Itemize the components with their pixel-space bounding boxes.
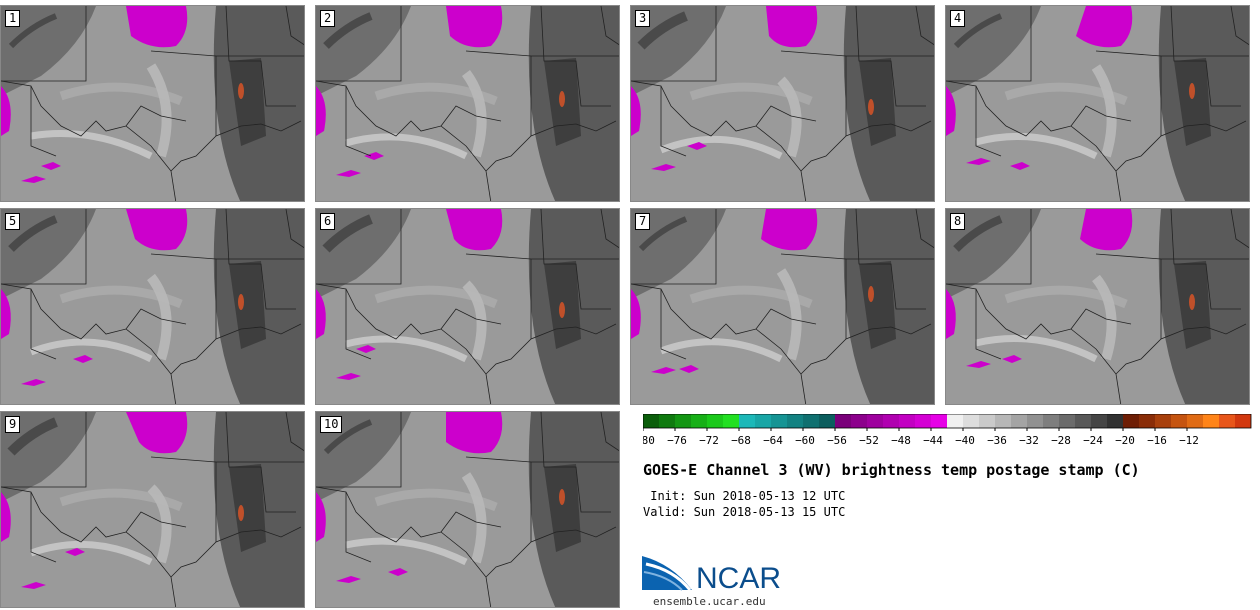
panel-label: 6 bbox=[320, 213, 336, 230]
colorbar-tick-label: −32 bbox=[1019, 434, 1039, 447]
colorbar-swatch bbox=[739, 414, 755, 428]
colorbar-swatch bbox=[723, 414, 739, 428]
colorbar-swatch bbox=[819, 414, 835, 428]
colorbar-swatch bbox=[659, 414, 675, 428]
colorbar-swatch bbox=[755, 414, 771, 428]
colorbar: −80−76−72−68−64−60−56−52−48−44−40−36−32−… bbox=[643, 414, 1252, 447]
colorbar-swatch bbox=[883, 414, 899, 428]
colorbar-tick-label: −44 bbox=[923, 434, 943, 447]
colorbar-swatch bbox=[691, 414, 707, 428]
colorbar-swatch bbox=[931, 414, 947, 428]
colorbar-swatch bbox=[707, 414, 723, 428]
map-image bbox=[631, 6, 934, 201]
colorbar-swatch bbox=[899, 414, 915, 428]
colorbar-swatch bbox=[1107, 414, 1123, 428]
figure-title: GOES-E Channel 3 (WV) brightness temp po… bbox=[643, 461, 1140, 479]
colorbar-swatch bbox=[835, 414, 851, 428]
valid-time: Valid: Sun 2018-05-13 15 UTC bbox=[643, 505, 846, 519]
colorbar-swatch bbox=[1171, 414, 1187, 428]
colorbar-swatch bbox=[1203, 414, 1219, 428]
colorbar-tick-label: −72 bbox=[699, 434, 719, 447]
map-panel-7: 7 bbox=[630, 208, 935, 405]
map-image bbox=[946, 209, 1249, 404]
panel-label: 10 bbox=[320, 416, 343, 433]
panel-label: 3 bbox=[635, 10, 651, 27]
colorbar-tick-label: −12 bbox=[1179, 434, 1199, 447]
map-panel-6: 6 bbox=[315, 208, 620, 405]
map-image bbox=[316, 6, 619, 201]
colorbar-swatch bbox=[1235, 414, 1251, 428]
panel-label: 9 bbox=[5, 416, 21, 433]
colorbar-swatch bbox=[867, 414, 883, 428]
colorbar-swatch bbox=[643, 414, 659, 428]
colorbar-swatch bbox=[947, 414, 963, 428]
colorbar-swatch bbox=[1011, 414, 1027, 428]
panel-label: 4 bbox=[950, 10, 966, 27]
colorbar-swatch bbox=[803, 414, 819, 428]
map-panel-1: 1 bbox=[0, 5, 305, 202]
panel-label: 2 bbox=[320, 10, 336, 27]
colorbar-swatch bbox=[995, 414, 1011, 428]
colorbar-swatch bbox=[979, 414, 995, 428]
colorbar-swatch bbox=[1043, 414, 1059, 428]
map-image bbox=[316, 209, 619, 404]
init-time: Init: Sun 2018-05-13 12 UTC bbox=[643, 489, 846, 503]
colorbar-tick-label: −48 bbox=[891, 434, 911, 447]
map-panel-5: 5 bbox=[0, 208, 305, 405]
ncar-logo-text: NCAR bbox=[696, 562, 781, 594]
map-panel-9: 9 bbox=[0, 411, 305, 608]
colorbar-swatch bbox=[963, 414, 979, 428]
map-image bbox=[946, 6, 1249, 201]
colorbar-tick-label: −20 bbox=[1115, 434, 1135, 447]
colorbar-swatch bbox=[1091, 414, 1107, 428]
panel-label: 8 bbox=[950, 213, 966, 230]
map-image bbox=[631, 209, 934, 404]
colorbar-swatch bbox=[1219, 414, 1235, 428]
colorbar-tick-label: −60 bbox=[795, 434, 815, 447]
ncar-logo: NCAR bbox=[642, 552, 792, 598]
colorbar-tick-label: −80 bbox=[643, 434, 655, 447]
logo-url: ensemble.ucar.edu bbox=[653, 595, 766, 608]
colorbar-tick-label: −76 bbox=[667, 434, 687, 447]
colorbar-swatch bbox=[675, 414, 691, 428]
colorbar-swatch bbox=[1059, 414, 1075, 428]
colorbar-swatch bbox=[851, 414, 867, 428]
ncar-logo-graphic: NCAR bbox=[642, 556, 781, 595]
colorbar-tick-label: −36 bbox=[987, 434, 1007, 447]
map-image bbox=[1, 6, 304, 201]
colorbar-tick-label: −28 bbox=[1051, 434, 1071, 447]
colorbar-swatch bbox=[1187, 414, 1203, 428]
map-image bbox=[1, 209, 304, 404]
colorbar-tick-label: −24 bbox=[1083, 434, 1103, 447]
colorbar-swatch bbox=[1075, 414, 1091, 428]
colorbar-swatch bbox=[1123, 414, 1139, 428]
colorbar-tick-label: −16 bbox=[1147, 434, 1167, 447]
map-image bbox=[1, 412, 304, 607]
colorbar-tick-label: −64 bbox=[763, 434, 783, 447]
colorbar-tick-label: −56 bbox=[827, 434, 847, 447]
colorbar-swatch bbox=[915, 414, 931, 428]
map-panel-2: 2 bbox=[315, 5, 620, 202]
colorbar-swatch bbox=[1155, 414, 1171, 428]
map-panel-3: 3 bbox=[630, 5, 935, 202]
panel-label: 5 bbox=[5, 213, 21, 230]
colorbar-swatch bbox=[771, 414, 787, 428]
colorbar-swatch bbox=[1139, 414, 1155, 428]
colorbar-swatch bbox=[787, 414, 803, 428]
colorbar-tick-label: −52 bbox=[859, 434, 879, 447]
map-panel-8: 8 bbox=[945, 208, 1250, 405]
colorbar-tick-label: −68 bbox=[731, 434, 751, 447]
colorbar-swatch bbox=[1027, 414, 1043, 428]
panel-label: 1 bbox=[5, 10, 21, 27]
map-image bbox=[316, 412, 619, 607]
colorbar-tick-label: −40 bbox=[955, 434, 975, 447]
panel-label: 7 bbox=[635, 213, 651, 230]
map-panel-4: 4 bbox=[945, 5, 1250, 202]
map-panel-10: 10 bbox=[315, 411, 620, 608]
